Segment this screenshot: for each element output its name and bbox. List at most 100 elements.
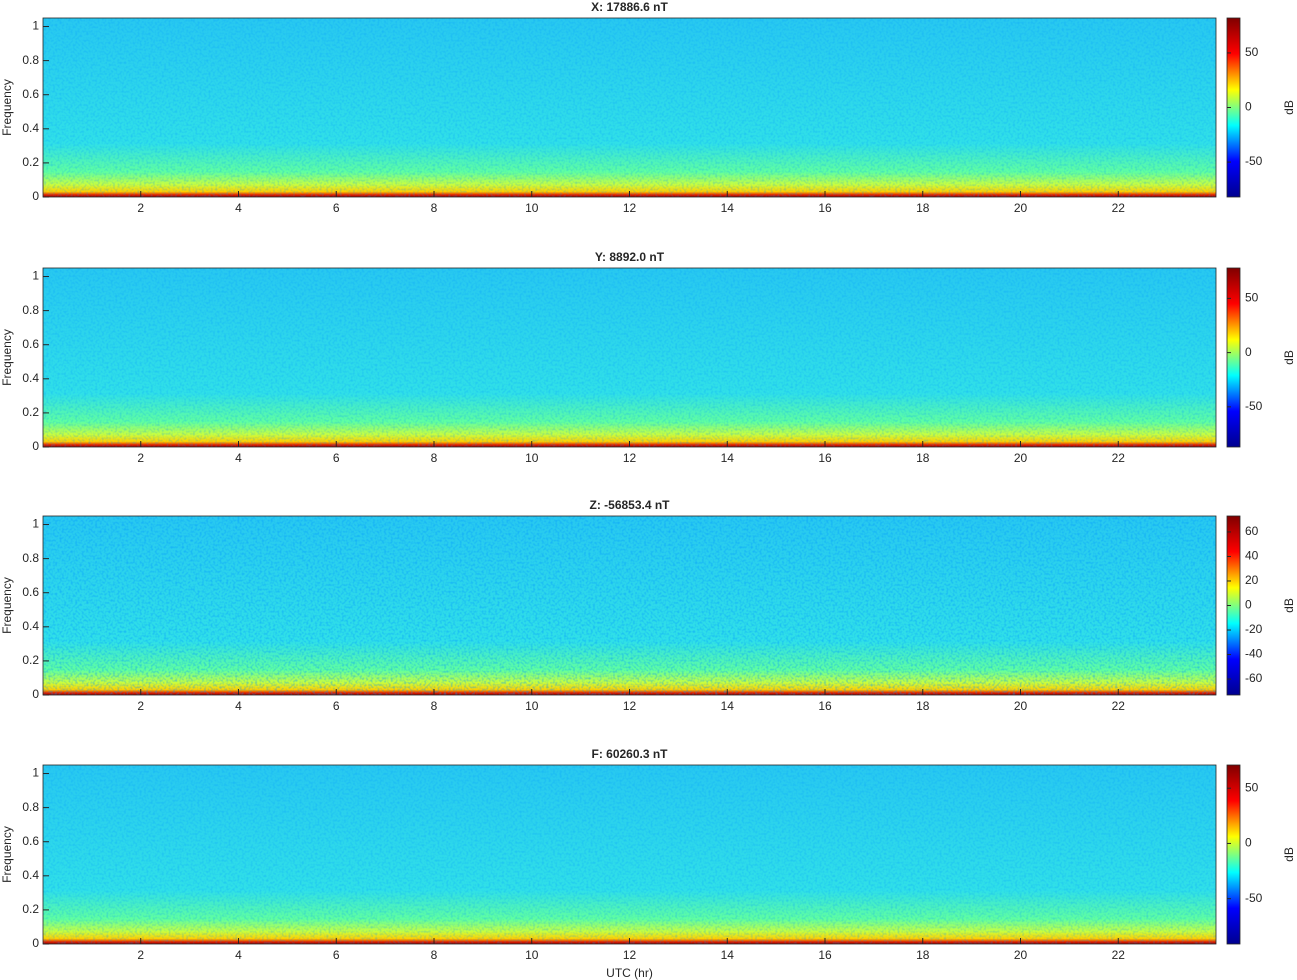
panel-title: Y: 8892.0 nT: [595, 250, 665, 264]
x-tick-label: 18: [916, 451, 930, 465]
x-tick-label: 14: [721, 948, 735, 962]
y-tick-label: 0: [32, 687, 39, 701]
x-tick-label: 12: [623, 201, 637, 215]
colorbar-tick-label: -60: [1245, 671, 1263, 685]
x-tick-label: 8: [431, 201, 438, 215]
colorbar-label: dB: [1282, 100, 1296, 115]
y-tick-label: 0: [32, 936, 39, 950]
y-tick-label: 1: [32, 19, 39, 33]
x-tick-label: 10: [525, 948, 539, 962]
x-tick-label: 4: [235, 451, 242, 465]
x-tick-label: 22: [1112, 699, 1126, 713]
x-tick-label: 8: [431, 948, 438, 962]
y-tick-label: 1: [32, 269, 39, 283]
y-axis-label: Frequency: [0, 826, 14, 883]
y-tick-label: 0.6: [22, 87, 39, 101]
y-tick-label: 0.8: [22, 53, 39, 67]
colorbar-tick-label: 50: [1245, 45, 1259, 59]
spectrogram-speckle: [43, 516, 1216, 695]
colorbar-label: dB: [1282, 847, 1296, 862]
panel-title: Z: -56853.4 nT: [589, 498, 670, 512]
colorbar-label: dB: [1282, 598, 1296, 613]
x-tick-label: 16: [818, 699, 832, 713]
spectrogram-speckle: [43, 765, 1216, 944]
colorbar-tick-label: -20: [1245, 622, 1263, 636]
x-tick-label: 2: [137, 201, 144, 215]
x-tick-label: 8: [431, 699, 438, 713]
x-tick-label: 16: [818, 201, 832, 215]
colorbar-tick-label: 60: [1245, 524, 1259, 538]
y-tick-label: 0.8: [22, 551, 39, 565]
x-tick-label: 2: [137, 948, 144, 962]
y-tick-label: 0.4: [22, 619, 39, 633]
y-tick-label: 0.8: [22, 303, 39, 317]
x-axis-label: UTC (hr): [606, 966, 653, 980]
x-tick-label: 20: [1014, 948, 1028, 962]
panel-title: F: 60260.3 nT: [591, 747, 668, 761]
colorbar-tick-label: 0: [1245, 598, 1252, 612]
x-tick-label: 12: [623, 699, 637, 713]
x-tick-label: 14: [721, 201, 735, 215]
y-tick-label: 0: [32, 189, 39, 203]
colorbar-tick-label: -50: [1245, 891, 1263, 905]
x-tick-label: 18: [916, 699, 930, 713]
y-tick-label: 0.2: [22, 155, 39, 169]
y-tick-label: 0.6: [22, 834, 39, 848]
x-tick-label: 4: [235, 201, 242, 215]
colorbar-tick-label: 0: [1245, 100, 1252, 114]
y-axis-label: Frequency: [0, 79, 14, 136]
x-tick-label: 22: [1112, 451, 1126, 465]
colorbar-tick-label: 50: [1245, 291, 1259, 305]
x-tick-label: 6: [333, 201, 340, 215]
x-tick-label: 10: [525, 201, 539, 215]
x-tick-label: 20: [1014, 201, 1028, 215]
x-tick-label: 10: [525, 451, 539, 465]
y-axis-label: Frequency: [0, 577, 14, 634]
y-tick-label: 0.2: [22, 902, 39, 916]
colorbar-tick-label: 0: [1245, 345, 1252, 359]
y-tick-label: 0.4: [22, 121, 39, 135]
x-tick-label: 16: [818, 451, 832, 465]
y-tick-label: 0.6: [22, 337, 39, 351]
y-tick-label: 1: [32, 517, 39, 531]
x-tick-label: 4: [235, 699, 242, 713]
colorbar-label: dB: [1282, 350, 1296, 365]
y-tick-label: 0.6: [22, 585, 39, 599]
spectrogram-speckle: [43, 268, 1216, 447]
x-tick-label: 12: [623, 948, 637, 962]
panel-title: X: 17886.6 nT: [591, 0, 668, 14]
x-tick-label: 16: [818, 948, 832, 962]
x-tick-label: 10: [525, 699, 539, 713]
y-tick-label: 0.2: [22, 405, 39, 419]
y-tick-label: 0.4: [22, 371, 39, 385]
colorbar: [1226, 764, 1241, 945]
x-tick-label: 18: [916, 948, 930, 962]
colorbar-tick-label: 50: [1245, 780, 1259, 794]
y-tick-label: 0.8: [22, 800, 39, 814]
colorbar: [1226, 267, 1241, 448]
x-tick-label: 6: [333, 699, 340, 713]
x-tick-label: 20: [1014, 451, 1028, 465]
colorbar-tick-label: -40: [1245, 647, 1263, 661]
x-tick-label: 18: [916, 201, 930, 215]
x-tick-label: 20: [1014, 699, 1028, 713]
x-tick-label: 8: [431, 451, 438, 465]
y-tick-label: 0: [32, 439, 39, 453]
x-tick-label: 12: [623, 451, 637, 465]
x-tick-label: 14: [721, 451, 735, 465]
x-tick-label: 6: [333, 451, 340, 465]
colorbar-tick-label: -50: [1245, 154, 1263, 168]
y-tick-label: 0.4: [22, 868, 39, 882]
colorbar-tick-label: -50: [1245, 399, 1263, 413]
colorbar-tick-label: 40: [1245, 549, 1259, 563]
x-tick-label: 22: [1112, 201, 1126, 215]
y-tick-label: 1: [32, 766, 39, 780]
x-tick-label: 14: [721, 699, 735, 713]
x-tick-label: 6: [333, 948, 340, 962]
colorbar-tick-label: 20: [1245, 573, 1259, 587]
spectrogram-speckle: [43, 18, 1216, 197]
y-axis-label: Frequency: [0, 329, 14, 386]
y-tick-label: 0.2: [22, 653, 39, 667]
x-tick-label: 2: [137, 699, 144, 713]
